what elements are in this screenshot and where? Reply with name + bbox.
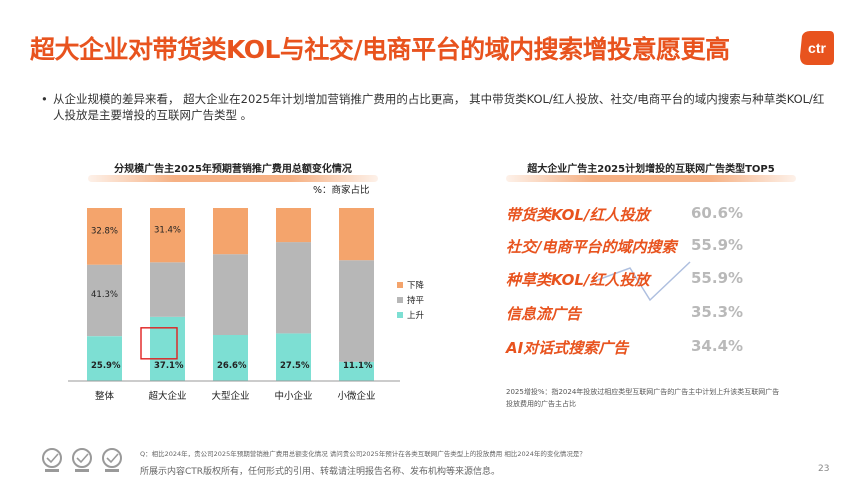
data-label: 27.5%	[280, 361, 310, 371]
bar-segment	[213, 208, 248, 255]
top5-label: 带货类KOL/红人投放	[506, 206, 650, 224]
category-label: 小微企业	[337, 390, 375, 402]
question-note: Q：相比2024年，贵公司2025年预期营销推广费用总额变化情况 请问贵公司20…	[140, 450, 586, 458]
top5-value: 35.3%	[691, 303, 744, 321]
top5-row: 种草类KOL/红人投放 55.9%	[506, 269, 766, 293]
top5-value: 55.9%	[691, 236, 744, 254]
heading-bar	[506, 175, 796, 182]
bar-segment	[213, 254, 248, 335]
category-label: 大型企业	[211, 390, 249, 402]
bar-segment	[276, 242, 311, 334]
legend-label: 持平	[407, 295, 425, 306]
top5-row: 信息流广告 35.3%	[506, 303, 766, 327]
ctr-logo: ctr	[800, 31, 834, 65]
data-label: 31.4%	[154, 225, 181, 235]
bar-segment	[276, 208, 311, 243]
data-label: 26.6%	[217, 361, 247, 371]
certification-badges	[42, 448, 122, 472]
bar-segment	[150, 208, 185, 263]
data-label: 37.1%	[154, 361, 184, 371]
data-label: 41.3%	[91, 290, 118, 300]
legend-label: 上升	[407, 310, 425, 321]
bar-segment	[87, 208, 122, 265]
legend-swatch	[397, 312, 403, 318]
bar-segment	[276, 333, 311, 381]
top5-value: 34.4%	[691, 337, 744, 355]
bar-segment	[87, 336, 122, 381]
top5-row: 带货类KOL/红人投放 60.6%	[506, 204, 766, 228]
highlight-box	[140, 327, 178, 360]
category-label: 超大企业	[148, 390, 186, 402]
unit-label: %：商家占比	[313, 185, 370, 196]
summary-text: 从企业规模的差异来看， 超大企业在2025年计划增加营销推广费用的占比更高， 其…	[53, 92, 825, 122]
top5-row: 社交/电商平台的域内搜索 55.9%	[506, 236, 766, 260]
top5-label: AI对话式搜索广告	[506, 339, 629, 357]
top5-label: 社交/电商平台的域内搜索	[506, 238, 677, 256]
top5-row: AI对话式搜索广告 34.4%	[506, 337, 766, 361]
data-label: 11.1%	[343, 361, 373, 371]
legend-label: 下降	[407, 280, 425, 291]
category-label: 中小企业	[274, 390, 312, 402]
bar-segment	[339, 361, 374, 381]
bullet-dot: •	[41, 92, 48, 106]
left-panel-heading-text: 分规模广告主2025年预期营销推广费用总额变化情况	[114, 164, 352, 175]
top5-value: 55.9%	[691, 269, 744, 287]
bar-segment	[150, 262, 185, 317]
summary-bullet: • 从企业规模的差异来看， 超大企业在2025年计划增加营销推广费用的占比更高，…	[41, 91, 833, 123]
top5-label: 种草类KOL/红人投放	[506, 271, 650, 289]
right-panel-heading: 超大企业广告主2025计划增投的互联网广告类型TOP5	[506, 160, 796, 182]
legend-swatch	[397, 297, 403, 303]
right-footnote: 2025增投%：指2024年投放过相应类型互联网广告的广告主中计划上升该类互联网…	[506, 388, 780, 408]
decorative-line	[591, 261, 691, 302]
data-label: 25.9%	[91, 361, 121, 371]
data-label: 32.8%	[91, 227, 118, 237]
top5-label: 信息流广告	[506, 305, 582, 323]
right-panel-heading-text: 超大企业广告主2025计划增投的互联网广告类型TOP5	[527, 164, 775, 175]
bar-segment	[339, 208, 374, 261]
stacked-bar-chart: 25.9% 41.3% 32.8% 整体 37.1% 31.4% 超大企业 26.6% 大型企业…	[68, 208, 425, 402]
top5-value: 60.6%	[691, 204, 744, 222]
bar-segment	[87, 264, 122, 337]
page-title: 超大企业对带货类KOL与社交/电商平台的域内搜索增投意愿更高	[30, 35, 730, 64]
logo-text: ctr	[808, 40, 826, 56]
heading-bar	[88, 175, 378, 182]
bar-segment	[339, 260, 374, 362]
legend-swatch	[397, 282, 403, 288]
left-panel-heading: 分规模广告主2025年预期营销推广费用总额变化情况	[88, 160, 378, 182]
page-number: 23	[818, 464, 830, 474]
category-label: 整体	[95, 390, 115, 402]
copyright-text: 所展示内容CTR版权所有，任何形式的引用、转载请注明报告名称、发布机构等来源信息…	[140, 467, 501, 477]
bar-segment	[213, 335, 248, 381]
bar-segment	[150, 316, 185, 381]
